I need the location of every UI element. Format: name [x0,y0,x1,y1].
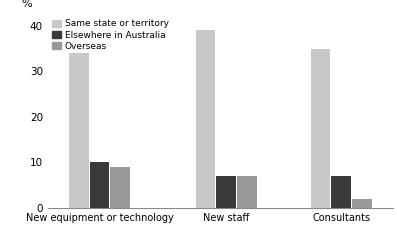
Bar [69,53,89,208]
Legend: Same state or territory, Elsewhere in Australia, Overseas: Same state or territory, Elsewhere in Au… [52,19,169,51]
Bar [195,30,215,208]
Bar [331,176,351,208]
Bar [310,49,330,208]
Y-axis label: %: % [22,0,33,9]
Bar [110,167,130,208]
Bar [352,199,372,208]
Bar [237,176,256,208]
Bar [216,176,236,208]
Bar [90,163,109,208]
